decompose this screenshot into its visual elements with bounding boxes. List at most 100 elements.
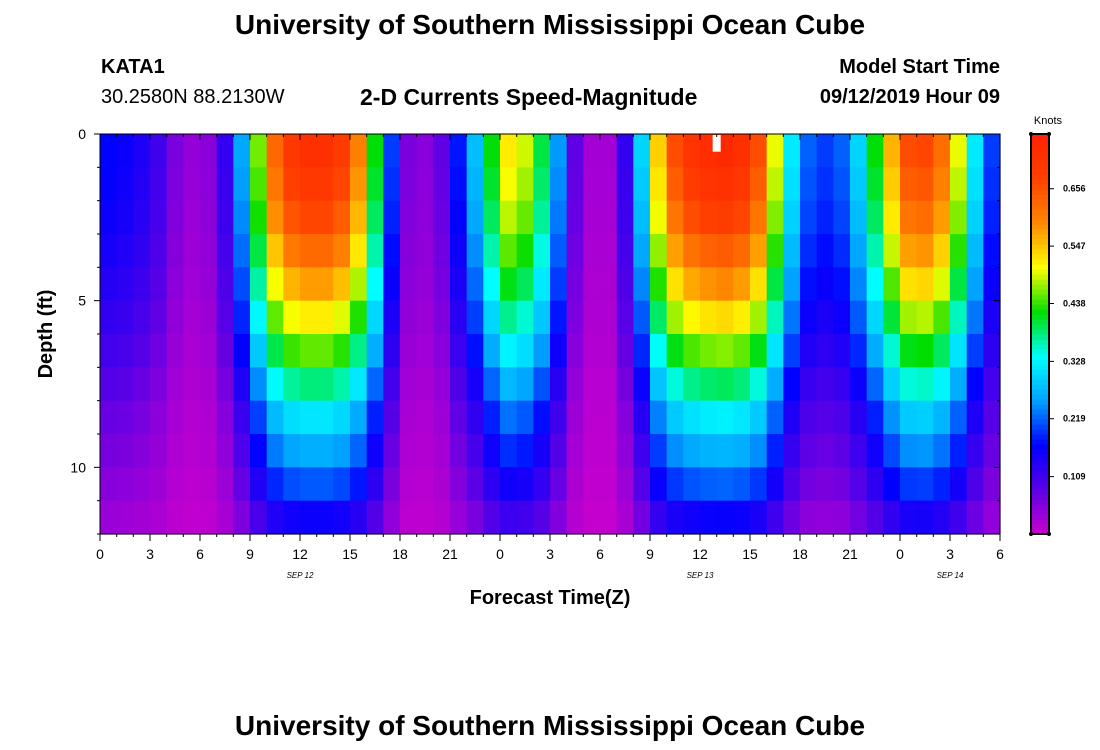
heatmap-cell (166, 434, 184, 468)
colorbar-band (1031, 269, 1049, 275)
heatmap-cell (816, 267, 834, 302)
heatmap-cell (183, 134, 201, 168)
heatmap-cell (650, 134, 668, 168)
heatmap-cell (800, 134, 818, 168)
heatmap-cell (233, 167, 251, 202)
colorbar: 0.109 0.219 0.328 0.438 0.547 0.656 (1029, 132, 1086, 536)
heatmap-cell (783, 334, 801, 368)
heatmap-cell (133, 400, 151, 435)
colorbar-band (1031, 529, 1049, 535)
heatmap-cell (666, 267, 684, 302)
heatmap-cell (816, 334, 834, 368)
heatmap-cell (783, 400, 801, 435)
heatmap-cell (283, 500, 301, 535)
heatmap-cell (516, 200, 534, 235)
heatmap-cell (500, 134, 518, 168)
colorbar-band (1031, 264, 1049, 270)
heatmap-cell (883, 367, 901, 402)
heatmap-cell (966, 167, 984, 202)
heatmap-cell (566, 200, 584, 235)
heatmap-cell (933, 434, 951, 468)
heatmap-cell (316, 367, 334, 402)
heatmap-cell (883, 400, 901, 435)
heatmap-cell (900, 167, 918, 202)
heatmap-cell (733, 400, 751, 435)
heatmap-cell (283, 200, 301, 235)
heatmap-cell (750, 134, 768, 168)
heatmap-cell (416, 134, 434, 168)
colorbar-band (1031, 229, 1049, 235)
heatmap-cell (366, 500, 384, 535)
heatmap-cell (450, 367, 468, 402)
heatmap-cell (166, 167, 184, 202)
heatmap-cell (116, 334, 134, 368)
heatmap-cell (416, 467, 434, 502)
heatmap-cell (383, 467, 401, 502)
heatmap-cell (750, 467, 768, 502)
heatmap-cell (116, 400, 134, 435)
heatmap-cell (850, 200, 868, 235)
heatmap-cell (733, 167, 751, 202)
colorbar-tick-label: 0.547 (1063, 241, 1086, 251)
heatmap-cell (666, 434, 684, 468)
heatmap-cell (500, 300, 518, 335)
colorbar-band (1031, 149, 1049, 155)
heatmap-cell (883, 234, 901, 268)
colorbar-band (1031, 254, 1049, 260)
colorbar-band (1031, 514, 1049, 520)
heatmap-cell (866, 400, 884, 435)
heatmap-cell (183, 200, 201, 235)
heatmap-cell (233, 234, 251, 268)
heatmap-cell (400, 434, 418, 468)
heatmap-cell (183, 500, 201, 535)
heatmap-cell (200, 367, 218, 402)
heatmap-cell (683, 434, 701, 468)
heatmap-cell (883, 434, 901, 468)
heatmap-cell (916, 500, 934, 535)
heatmap-cell (166, 500, 184, 535)
heatmap-cell (816, 434, 834, 468)
heatmap-cell (716, 434, 734, 468)
heatmap-cell (150, 367, 168, 402)
heatmap-cell (916, 267, 934, 302)
heatmap-cell (983, 267, 1001, 302)
heatmap-cell (666, 200, 684, 235)
heatmap-cell (250, 467, 268, 502)
heatmap-cell (266, 434, 284, 468)
heatmap-cell (500, 434, 518, 468)
heatmap-cell (583, 467, 601, 502)
heatmap-cell (966, 134, 984, 168)
colorbar-band (1031, 194, 1049, 200)
heatmap-cell (433, 334, 451, 368)
heatmap-cell (933, 134, 951, 168)
heatmap-cell (483, 200, 501, 235)
heatmap-cell (583, 134, 601, 168)
x-tick-label: 0 (96, 546, 104, 562)
heatmap-cell (316, 267, 334, 302)
heatmap-cell (833, 434, 851, 468)
heatmap-cell (816, 300, 834, 335)
heatmap-cell (983, 467, 1001, 502)
colorbar-corner (1029, 532, 1033, 536)
heatmap-cell (583, 334, 601, 368)
colorbar-band (1031, 459, 1049, 465)
heatmap-cell (266, 134, 284, 168)
heatmap-cell (433, 167, 451, 202)
heatmap-cell (316, 200, 334, 235)
heatmap-cell (233, 434, 251, 468)
heatmap-cells (100, 134, 1001, 535)
heatmap-cell (316, 500, 334, 535)
heatmap-cell (900, 267, 918, 302)
heatmap-cell (733, 267, 751, 302)
x-tick-label: 3 (946, 546, 954, 562)
heatmap-cell (650, 500, 668, 535)
heatmap-cell (883, 300, 901, 335)
heatmap-cell (150, 167, 168, 202)
colorbar-band (1031, 169, 1049, 175)
heatmap-cell (150, 467, 168, 502)
heatmap-cell (783, 500, 801, 535)
heatmap-cell (300, 300, 318, 335)
heatmap-cell (200, 200, 218, 235)
colorbar-band (1031, 154, 1049, 160)
heatmap-cell (216, 200, 234, 235)
